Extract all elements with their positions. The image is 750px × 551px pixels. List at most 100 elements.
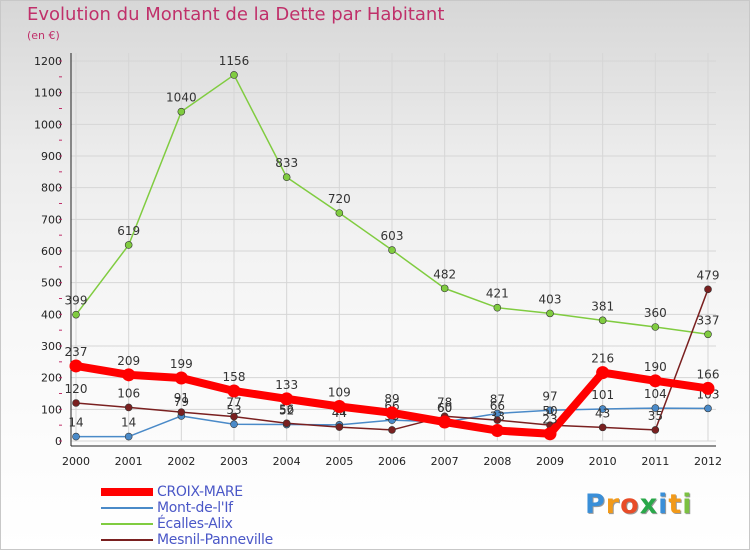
- x-tick-label: 2001: [115, 455, 143, 468]
- y-tick-label: 800: [41, 182, 62, 195]
- data-label: 60: [437, 401, 452, 415]
- data-point: [72, 432, 80, 441]
- data-label: 833: [275, 156, 298, 170]
- data-point: [704, 285, 712, 294]
- data-point: [546, 309, 554, 318]
- data-point: [122, 368, 136, 382]
- legend: CROIX-MARE Mont-de-l'If Écalles-Alix Mesnil…: [101, 484, 401, 548]
- x-tick-label: 2000: [62, 455, 90, 468]
- data-point: [280, 392, 294, 406]
- data-label: 66: [490, 399, 505, 413]
- data-point: [493, 303, 502, 312]
- data-label: 78: [437, 395, 452, 409]
- data-label: 1156: [219, 54, 250, 68]
- x-tick-label: 2005: [325, 455, 353, 468]
- data-label: 23: [542, 413, 557, 427]
- data-label: 360: [644, 306, 667, 320]
- y-tick-label: 1100: [34, 87, 62, 100]
- x-tick-label: 2002: [167, 455, 195, 468]
- logo-letter: r: [605, 489, 621, 520]
- data-label: 190: [644, 360, 667, 374]
- data-point: [440, 284, 449, 293]
- data-point: [648, 374, 662, 388]
- data-label: 89: [384, 392, 399, 406]
- data-label: 421: [486, 287, 509, 301]
- data-point: [651, 426, 660, 434]
- data-point: [124, 432, 133, 441]
- legend-item: CROIX-MARE: [101, 484, 401, 500]
- x-tick-label: 2006: [378, 455, 406, 468]
- y-tick-label: 400: [41, 308, 62, 321]
- chart-title: Evolution du Montant de la Dette par Hab…: [27, 4, 445, 25]
- legend-item: Mont-de-l'If: [101, 500, 401, 516]
- data-label: 104: [644, 387, 667, 401]
- data-point: [282, 173, 291, 182]
- data-point: [230, 71, 238, 79]
- data-label: 14: [68, 416, 83, 430]
- data-label: 603: [381, 229, 404, 243]
- x-tick-label: 2003: [220, 455, 248, 468]
- data-label: 106: [117, 386, 140, 400]
- data-label: 166: [697, 367, 720, 381]
- data-label: 237: [65, 345, 88, 359]
- proxiti-logo: Proxiti: [585, 489, 693, 520]
- y-tick-label: 1000: [34, 118, 62, 131]
- data-label: 56: [279, 402, 294, 416]
- legend-label: Mesnil-Panneville: [157, 532, 273, 548]
- data-label: 133: [275, 378, 298, 392]
- legend-swatch: [101, 523, 153, 525]
- data-point: [704, 330, 712, 339]
- x-tick-label: 2011: [641, 455, 669, 468]
- data-label: 60: [437, 401, 452, 415]
- legend-swatch: [101, 539, 153, 541]
- data-label: 158: [223, 370, 246, 384]
- data-label: 87: [490, 392, 505, 406]
- data-label: 479: [697, 268, 720, 282]
- data-point: [72, 310, 80, 319]
- data-point: [72, 399, 80, 407]
- data-label: 337: [697, 313, 720, 327]
- data-point: [335, 423, 344, 431]
- data-label: 77: [226, 396, 241, 410]
- data-point: [177, 408, 186, 416]
- data-point: [174, 371, 188, 385]
- data-label: 14: [121, 416, 136, 430]
- legend-item: Écalles-Alix: [101, 516, 401, 532]
- x-tick-label: 2009: [536, 455, 564, 468]
- data-label: 91: [174, 391, 189, 405]
- data-point: [124, 403, 133, 412]
- logo-letter: o: [620, 489, 640, 520]
- x-tick-label: 2004: [273, 455, 301, 468]
- data-point: [651, 323, 660, 331]
- data-label: 50: [542, 404, 557, 418]
- data-label: 216: [591, 352, 614, 366]
- data-point: [701, 381, 715, 395]
- data-point: [282, 419, 291, 428]
- logo-letter: i: [682, 489, 693, 520]
- legend-label: Écalles-Alix: [157, 516, 233, 532]
- y-tick-label: 1200: [34, 55, 62, 68]
- data-point: [332, 399, 346, 413]
- data-point: [388, 426, 396, 434]
- legend-label: CROIX-MARE: [157, 484, 243, 500]
- data-point: [704, 404, 712, 413]
- data-label: 381: [591, 299, 614, 313]
- data-point: [598, 316, 607, 325]
- x-tick-label: 2012: [694, 455, 722, 468]
- y-tick-label: 100: [41, 403, 62, 416]
- data-point: [493, 416, 502, 424]
- data-point: [124, 241, 133, 249]
- data-point: [177, 107, 186, 116]
- data-point: [388, 246, 396, 254]
- data-label: 79: [174, 395, 189, 409]
- data-point: [546, 406, 554, 415]
- logo-letter: t: [668, 489, 683, 520]
- data-point: [438, 415, 452, 429]
- data-point: [227, 384, 241, 398]
- data-point: [385, 406, 399, 420]
- data-label: 33: [490, 410, 505, 424]
- data-label: 1040: [166, 91, 197, 105]
- data-point: [596, 366, 610, 380]
- data-label: 619: [117, 224, 140, 238]
